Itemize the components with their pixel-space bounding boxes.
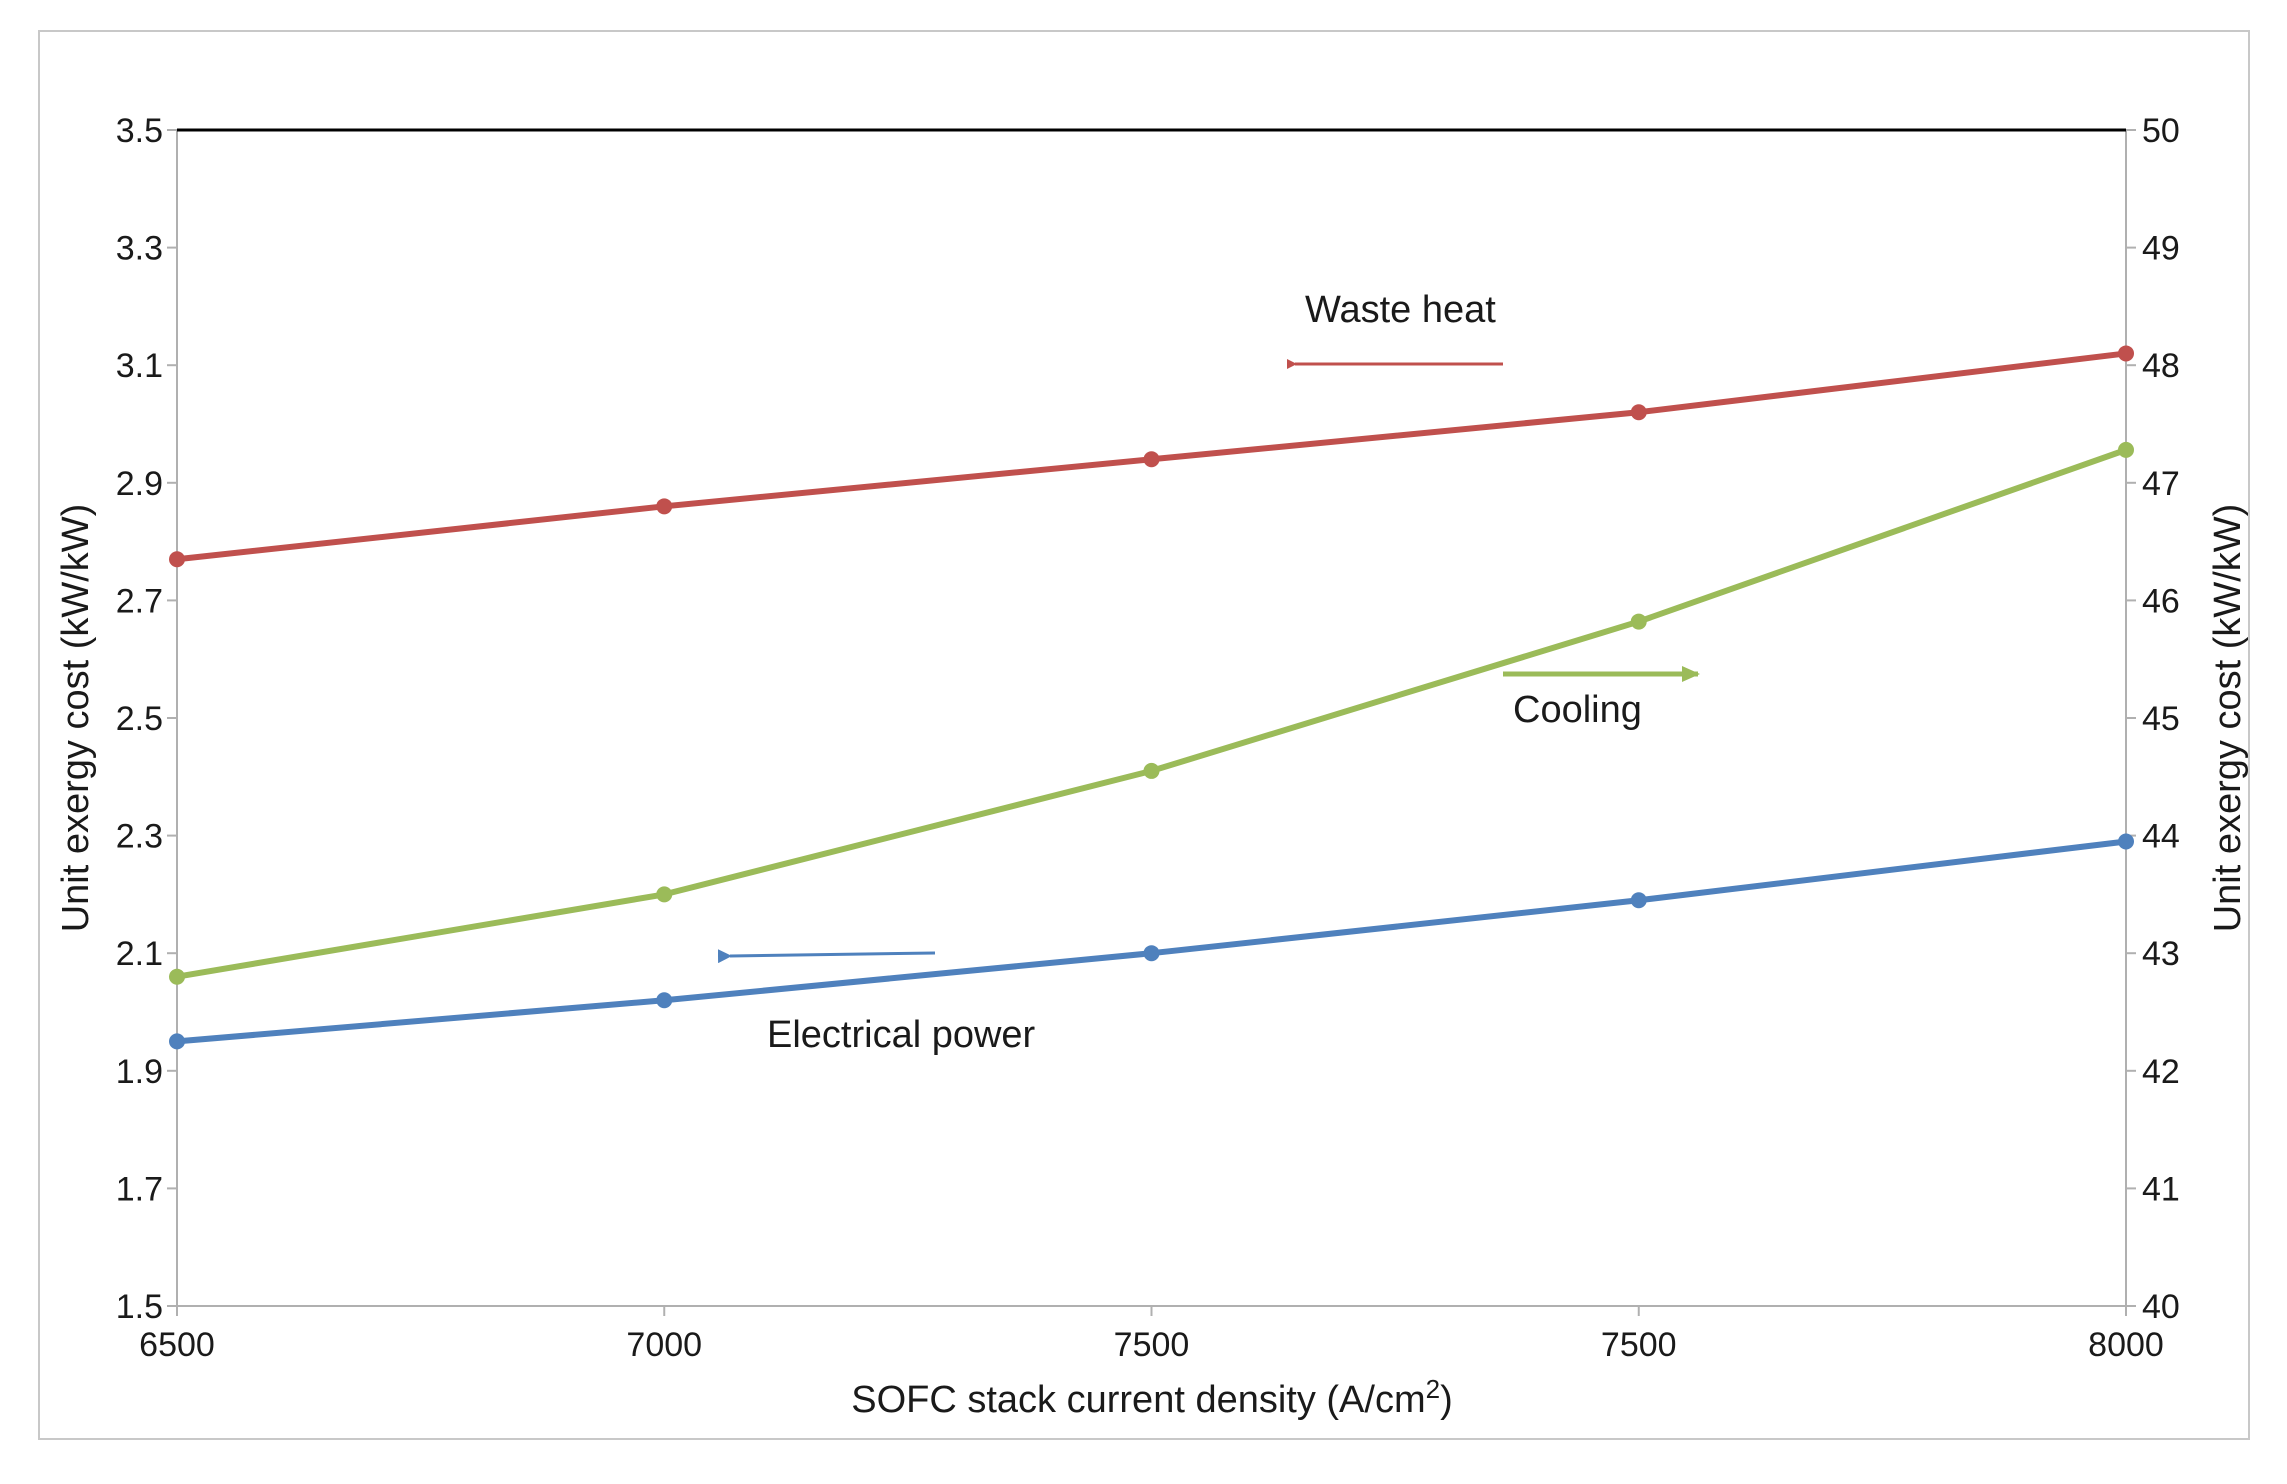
data-point-waste-heat (2118, 345, 2134, 362)
data-point-electrical-power (656, 992, 673, 1009)
left-tick-label: 3.1 (116, 347, 163, 385)
right-tick-label: 41 (2142, 1170, 2180, 1208)
data-point-cooling (169, 968, 185, 985)
x-tick-label: 6500 (139, 1326, 215, 1364)
left-tick-label: 2.1 (116, 935, 163, 973)
y-axis-title-left: Unit exergy cost (kW/kW) (55, 504, 97, 933)
data-point-electrical-power (169, 1033, 185, 1050)
x-tick-label: 7000 (626, 1326, 702, 1364)
right-tick-label: 42 (2142, 1053, 2180, 1091)
left-tick-label: 3.3 (116, 230, 163, 268)
data-point-cooling (1630, 613, 1647, 630)
annotation-cooling: Cooling (1513, 689, 1642, 731)
data-point-electrical-power (1630, 892, 1647, 909)
data-point-cooling (656, 886, 673, 903)
x-tick-label: 7500 (1114, 1326, 1190, 1364)
x-tick-label: 8000 (2088, 1326, 2164, 1364)
data-point-cooling (1143, 762, 1160, 779)
left-tick-label: 2.9 (116, 465, 163, 503)
x-axis-title-main: SOFC stack current density (A/cm (851, 1379, 1425, 1421)
electrical-power-arrow (717, 949, 936, 964)
data-point-waste-heat (1143, 451, 1160, 468)
annotation-electrical-power: Electrical power (767, 1014, 1036, 1056)
right-tick-label: 44 (2142, 818, 2180, 856)
left-tick-label: 1.7 (116, 1170, 163, 1208)
left-y-ticks: 1.5 1.7 1.9 2.1 2.3 2.5 2.7 2.9 3.1 3.3 3.5 (116, 112, 177, 1326)
series-layer (169, 345, 2134, 1050)
right-tick-label: 43 (2142, 935, 2180, 973)
left-tick-label: 1.9 (116, 1053, 163, 1091)
data-point-waste-heat (1630, 404, 1647, 421)
series-line-electrical-power (174, 838, 2129, 1045)
right-tick-label: 50 (2142, 112, 2180, 150)
left-tick-label: 1.5 (116, 1288, 163, 1326)
x-axis-title-suffix: ) (1440, 1379, 1453, 1421)
left-tick-label: 2.7 (116, 582, 163, 620)
data-point-cooling (2118, 441, 2134, 458)
right-tick-label: 49 (2142, 230, 2180, 268)
data-point-electrical-power (2118, 833, 2134, 850)
right-tick-label: 45 (2142, 700, 2180, 738)
annotation-waste-heat: Waste heat (1305, 289, 1496, 331)
right-y-ticks: 40 41 42 43 44 45 46 47 48 49 50 (2126, 112, 2180, 1326)
data-point-waste-heat (656, 498, 673, 515)
x-axis-title: SOFC stack current density (A/cm2) (851, 1374, 1453, 1421)
right-tick-label: 46 (2142, 582, 2180, 620)
left-tick-label: 2.3 (116, 818, 163, 856)
right-tick-label: 48 (2142, 347, 2180, 385)
right-tick-label: 40 (2142, 1288, 2180, 1326)
x-ticks: 6500 7000 7500 7500 8000 (139, 1306, 2164, 1364)
x-axis-title-superscript: 2 (1426, 1374, 1440, 1404)
x-tick-label: 7500 (1601, 1326, 1677, 1364)
y-axis-title-right: Unit exergy cost (kW/kW) (2207, 504, 2249, 933)
data-point-waste-heat (169, 551, 185, 568)
data-point-electrical-power (1143, 945, 1160, 962)
chart-frame (38, 30, 2250, 1440)
right-tick-label: 47 (2142, 465, 2180, 503)
left-tick-label: 2.5 (116, 700, 163, 738)
left-tick-label: 3.5 (116, 112, 163, 150)
